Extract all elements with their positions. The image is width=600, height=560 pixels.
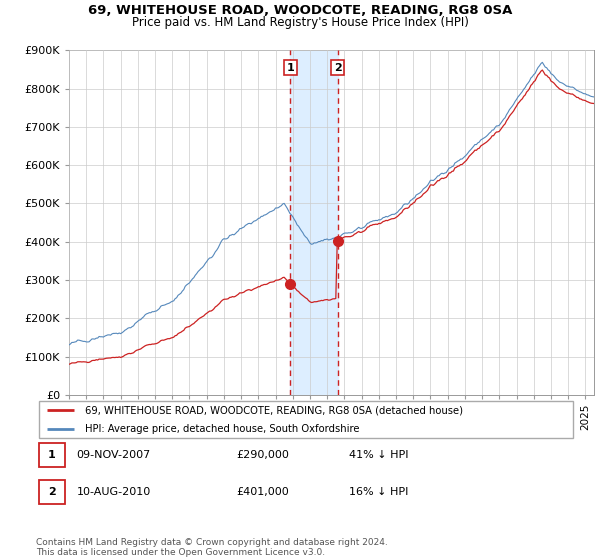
Bar	[290, 50, 338, 395]
Text: 1: 1	[286, 63, 294, 73]
FancyBboxPatch shape	[39, 444, 65, 467]
Text: £290,000: £290,000	[236, 450, 289, 460]
Text: 16% ↓ HPI: 16% ↓ HPI	[349, 487, 409, 497]
Text: 2: 2	[48, 487, 56, 497]
FancyBboxPatch shape	[39, 480, 65, 504]
Text: 1: 1	[48, 450, 56, 460]
Text: 2: 2	[334, 63, 341, 73]
FancyBboxPatch shape	[39, 402, 574, 437]
Text: £401,000: £401,000	[236, 487, 289, 497]
Text: 69, WHITEHOUSE ROAD, WOODCOTE, READING, RG8 0SA: 69, WHITEHOUSE ROAD, WOODCOTE, READING, …	[88, 4, 512, 17]
Text: 09-NOV-2007: 09-NOV-2007	[77, 450, 151, 460]
Text: 41% ↓ HPI: 41% ↓ HPI	[349, 450, 409, 460]
Text: 69, WHITEHOUSE ROAD, WOODCOTE, READING, RG8 0SA (detached house): 69, WHITEHOUSE ROAD, WOODCOTE, READING, …	[85, 405, 463, 415]
Text: HPI: Average price, detached house, South Oxfordshire: HPI: Average price, detached house, Sout…	[85, 424, 359, 433]
Text: Contains HM Land Registry data © Crown copyright and database right 2024.
This d: Contains HM Land Registry data © Crown c…	[36, 538, 388, 557]
Text: 10-AUG-2010: 10-AUG-2010	[77, 487, 151, 497]
Text: Price paid vs. HM Land Registry's House Price Index (HPI): Price paid vs. HM Land Registry's House …	[131, 16, 469, 29]
